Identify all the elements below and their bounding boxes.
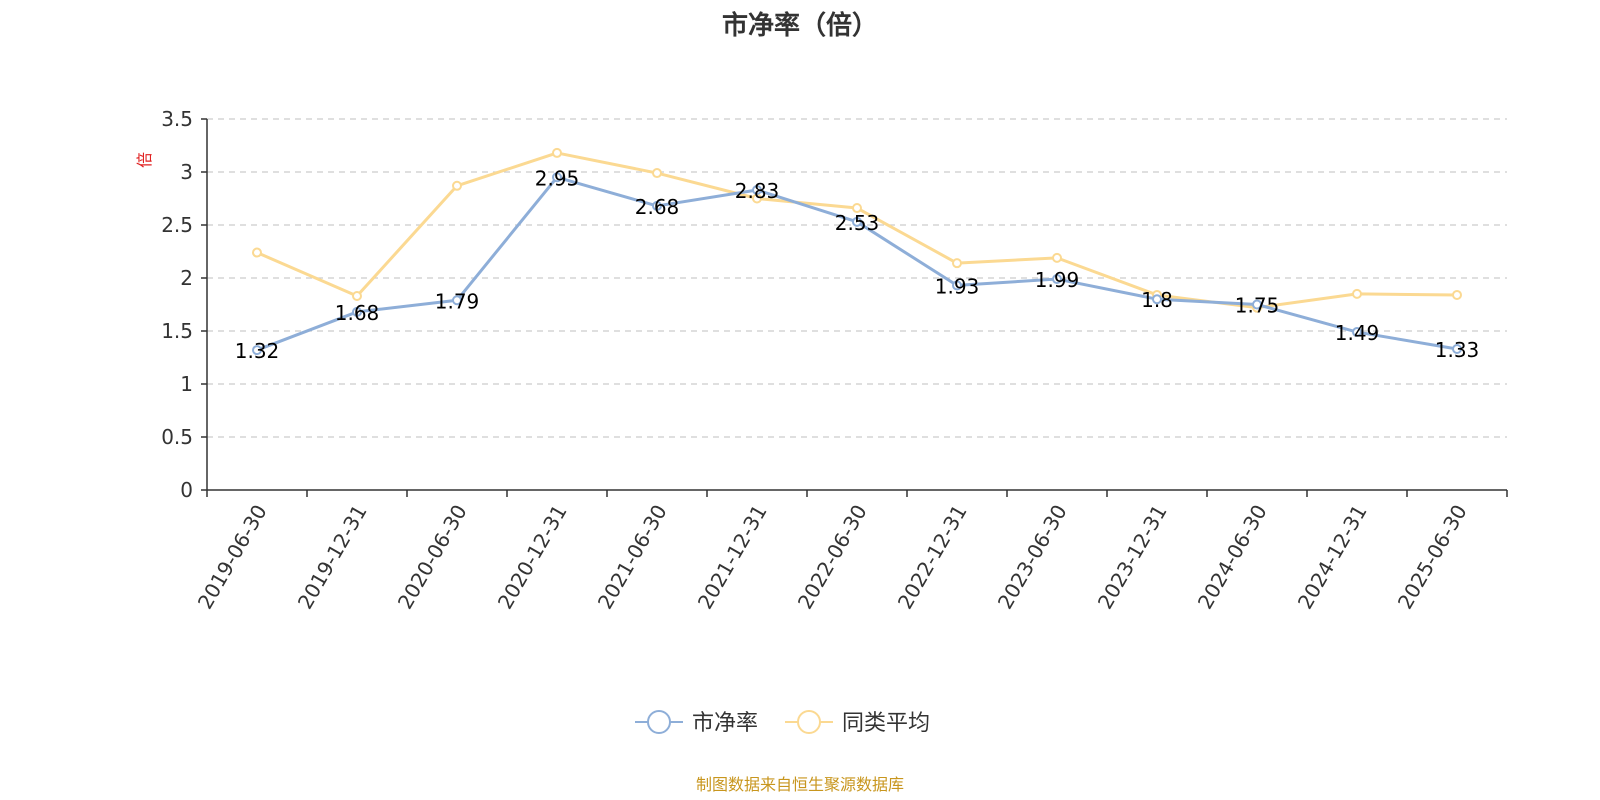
y-tick-label: 2: [180, 266, 193, 290]
data-point[interactable]: [352, 291, 362, 302]
x-tick-label: 2022-12-31: [893, 501, 972, 614]
x-tick-label: 2019-06-30: [193, 501, 272, 614]
data-point[interactable]: [1052, 252, 1062, 263]
x-tick-label: 2024-06-30: [1193, 501, 1272, 614]
data-point[interactable]: [252, 247, 262, 258]
y-axis-label: 倍: [135, 152, 154, 168]
x-tick-label: 2025-06-30: [1393, 501, 1472, 614]
data-point[interactable]: [552, 147, 562, 158]
data-point[interactable]: [252, 345, 262, 356]
x-tick-label: 2023-12-31: [1093, 501, 1172, 614]
data-point[interactable]: [452, 180, 462, 191]
data-labels: 1.32 1.68 1.79 2.95 2.68 2.83 2.53 1.93 1.99 1.8 1…: [235, 166, 1480, 363]
data-label: 1.75: [1235, 294, 1280, 318]
data-label: 2.95: [535, 166, 580, 190]
source-note: 制图数据来自恒生聚源数据库: [696, 775, 904, 794]
x-tick-label: 2020-12-31: [493, 501, 572, 614]
y-tick-label: 0.5: [161, 425, 193, 449]
legend[interactable]: 市净率 同类平均: [635, 710, 930, 736]
legend-label[interactable]: 市净率: [692, 711, 758, 736]
legend-marker-icon[interactable]: [647, 710, 671, 734]
x-tick-label: 2024-12-31: [1293, 501, 1372, 614]
data-point[interactable]: [1452, 289, 1462, 300]
data-point[interactable]: [1452, 344, 1462, 355]
data-label: 2.68: [635, 195, 680, 219]
series-lines: [252, 147, 1462, 356]
data-label: 1.32: [235, 339, 280, 363]
data-point[interactable]: [652, 168, 662, 179]
data-point[interactable]: [1152, 294, 1162, 305]
data-point[interactable]: [352, 306, 362, 317]
data-point[interactable]: [1052, 274, 1062, 285]
legend-label[interactable]: 同类平均: [842, 711, 930, 736]
data-point[interactable]: [1252, 299, 1262, 310]
data-label: 1.33: [1435, 338, 1480, 362]
x-tick-label: 2021-06-30: [593, 501, 672, 614]
data-label: 1.68: [335, 301, 380, 325]
data-label: 1.8: [1141, 288, 1173, 312]
data-point[interactable]: [952, 280, 962, 291]
data-label: 1.49: [1335, 321, 1380, 345]
chart-title: 市净率（倍）: [722, 10, 878, 41]
data-point[interactable]: [852, 216, 862, 227]
data-label: 1.79: [435, 289, 480, 313]
x-tick-label: 2022-06-30: [793, 501, 872, 614]
data-label: 1.93: [935, 274, 980, 298]
y-tick-label: 3.5: [161, 107, 193, 131]
data-label: 2.83: [735, 179, 780, 203]
y-tick-label: 3: [180, 160, 193, 184]
y-tick-label: 1: [180, 372, 193, 396]
x-tick-label: 2019-12-31: [293, 501, 372, 614]
data-point[interactable]: [752, 185, 762, 196]
y-tick-label: 1.5: [161, 319, 193, 343]
data-point[interactable]: [852, 203, 862, 214]
data-point[interactable]: [1352, 327, 1362, 338]
x-tick-label: 2023-06-30: [993, 501, 1072, 614]
data-point[interactable]: [452, 295, 462, 306]
y-tick-label: 2.5: [161, 213, 193, 237]
y-tick-label: 0: [180, 478, 193, 502]
x-tick-label: 2020-06-30: [393, 501, 472, 614]
data-label: 1.99: [1035, 268, 1080, 292]
x-tick-label: 2021-12-31: [693, 501, 772, 614]
data-point[interactable]: [1352, 288, 1362, 299]
data-point[interactable]: [652, 200, 662, 211]
grid-lines: [207, 118, 1507, 438]
data-label: 2.53: [835, 211, 880, 235]
legend-marker-icon[interactable]: [797, 710, 821, 734]
data-point[interactable]: [952, 258, 962, 269]
data-point[interactable]: [552, 172, 562, 183]
